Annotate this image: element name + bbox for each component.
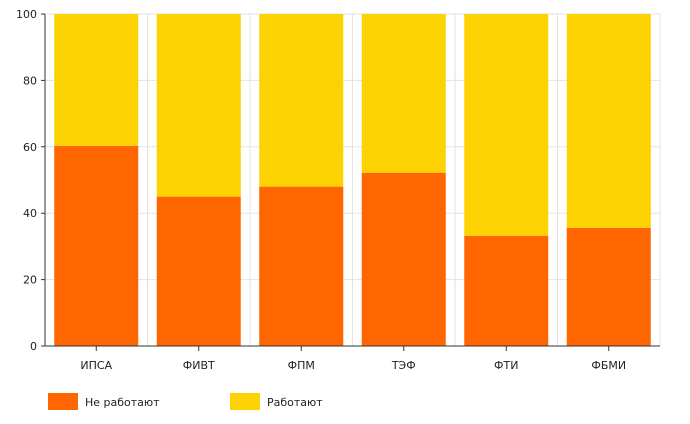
grid <box>45 13 661 347</box>
bar-segment-rabotayut-2 <box>259 14 344 187</box>
x-tick-label: ИПСА <box>80 359 112 372</box>
legend-label-0: Не работают <box>85 396 160 409</box>
x-tick-label: ТЭФ <box>391 359 416 372</box>
bar-segment-ne-rabotayut-4 <box>464 235 549 346</box>
y-tick-label: 60 <box>23 141 37 154</box>
y-tick-label: 20 <box>23 274 37 287</box>
bar-segment-ne-rabotayut-0 <box>54 145 139 346</box>
bar-segment-rabotayut-0 <box>54 14 139 146</box>
x-tick-label: ФБМИ <box>591 359 626 372</box>
bar-segment-rabotayut-3 <box>361 14 446 173</box>
bar-segment-ne-rabotayut-5 <box>566 227 651 346</box>
bars <box>54 14 651 346</box>
bar-segment-rabotayut-1 <box>156 14 241 197</box>
bar-segment-ne-rabotayut-2 <box>259 186 344 346</box>
x-tick-label: ФТИ <box>494 359 518 372</box>
bar-segment-ne-rabotayut-1 <box>156 196 241 346</box>
bar-segment-rabotayut-4 <box>464 14 549 236</box>
y-tick-label: 0 <box>30 340 37 353</box>
legend-label-1: Работают <box>267 396 323 409</box>
x-tick-label: ФПМ <box>288 359 315 372</box>
x-tick-label: ФИВТ <box>183 359 215 372</box>
y-tick-label: 100 <box>16 8 37 21</box>
legend: Не работают Работают <box>48 393 323 410</box>
bar-segment-rabotayut-5 <box>566 14 651 228</box>
y-tick-label: 40 <box>23 207 37 220</box>
legend-swatch-1 <box>230 393 260 410</box>
bar-segment-ne-rabotayut-3 <box>361 172 446 346</box>
legend-swatch-0 <box>48 393 78 410</box>
axes: 0 20 40 60 80 100 ИПСА ФИВТ ФПМ ТЭФ ФТИ ФБМИ <box>16 8 660 372</box>
y-tick-label: 80 <box>23 74 37 87</box>
